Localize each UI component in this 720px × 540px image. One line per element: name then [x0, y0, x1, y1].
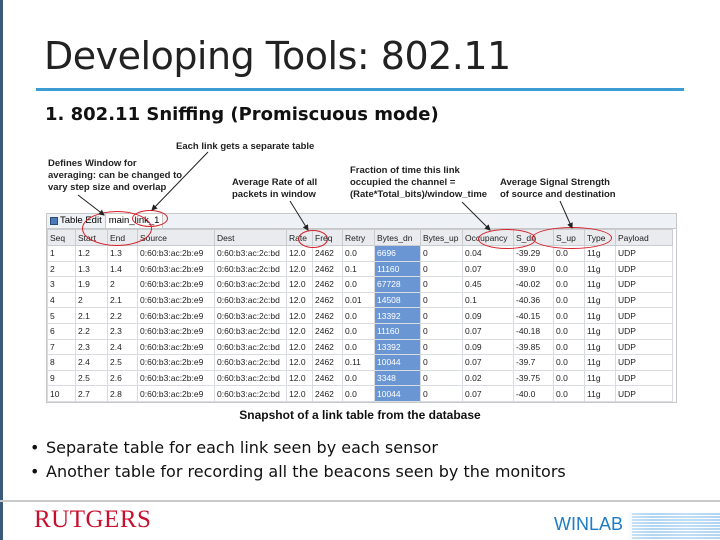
column-header[interactable]: Dest — [214, 229, 287, 246]
table-row[interactable]: 4 2 2.1 0:60:b3:ac:2b:e9 0:60:b3:ac:2c:bd 12.… — [47, 291, 673, 309]
table-cell[interactable]: 10044 — [374, 385, 421, 402]
title-underline — [36, 88, 684, 91]
winlab-stripes — [632, 512, 720, 540]
tab-table-edit[interactable]: Table Edit — [47, 214, 105, 228]
bullet-list: • Separate table for each link seen by e… — [30, 436, 566, 484]
table-row[interactable]: 3 1.9 2 0:60:b3:ac:2b:e9 0:60:b3:ac:2c:bd 12.… — [47, 276, 673, 293]
circle-start-end — [82, 211, 152, 246]
column-header[interactable]: Bytes_dn — [374, 229, 421, 246]
footer-divider — [0, 500, 720, 502]
column-header[interactable]: Seq — [47, 229, 76, 246]
arrow-to-occupancy — [461, 201, 491, 231]
annotation-window: Defines Window for averaging: can be cha… — [48, 158, 183, 193]
table-body: 1 1.2 1.3 0:60:b3:ac:2b:e9 0:60:b3:ac:2c:bd 1… — [47, 245, 673, 402]
annotation-rate: Average Rate of all packets in window — [232, 177, 318, 200]
annotation-signal: Average Signal Strength of source and de… — [500, 177, 616, 200]
table-row[interactable]: 2 1.3 1.4 0:60:b3:ac:2b:e9 0:60:b3:ac:2c:bd 1… — [47, 260, 673, 278]
column-header[interactable]: Retry — [342, 229, 375, 246]
table-row[interactable]: 7 2.3 2.4 0:60:b3:ac:2b:e9 0:60:b3:ac:2c:bd 1… — [47, 338, 673, 356]
bullet-item: • Separate table for each link seen by e… — [30, 436, 566, 460]
circle-rate — [298, 230, 328, 248]
table-row[interactable]: 112.82.90:60:b3:ac:2b:e90:60:b3:ac:2c:bd… — [47, 400, 673, 402]
circle-link-tab — [132, 210, 168, 227]
column-header[interactable]: Payload — [615, 229, 673, 246]
arrow-to-signal — [559, 200, 573, 229]
annotation-separate-table: Each link gets a separate table — [176, 141, 315, 152]
rutgers-logo: RUTGERS — [34, 506, 152, 533]
table-cell[interactable]: 13392 — [374, 338, 421, 356]
column-header[interactable]: Bytes_up — [420, 229, 463, 246]
table-cell[interactable]: UDP — [615, 400, 673, 402]
table-row[interactable]: 10 2.7 2.8 0:60:b3:ac:2b:e9 0:60:b3:ac:2c:bd… — [47, 385, 673, 402]
bullet-marker: • — [30, 438, 40, 457]
table-cell[interactable]: 67728 — [374, 276, 421, 293]
table-cell[interactable]: 10044 — [374, 354, 421, 371]
table-icon — [50, 217, 58, 225]
left-accent-bar — [0, 0, 3, 540]
annotation-occupancy: Fraction of time this link occupied the … — [350, 165, 488, 200]
bullet-marker: • — [30, 462, 40, 481]
table-cell[interactable]: 6696 — [374, 245, 421, 262]
arrow-to-start — [77, 194, 105, 216]
arrow-to-rate — [289, 200, 309, 231]
figure-caption: Snapshot of a link table from the databa… — [239, 408, 481, 422]
table-cell[interactable]: UDP — [615, 354, 673, 371]
table-cell[interactable]: 3348 — [374, 369, 421, 387]
bullet-item: • Another table for recording all the be… — [30, 460, 566, 484]
arrow-to-tab — [151, 151, 209, 211]
table-cell[interactable]: 14508 — [374, 291, 421, 309]
winlab-logo: WINLAB — [554, 514, 624, 534]
link-data-table: Seq Start End Source Dest Rate Freq Retry Bytes_… — [47, 229, 673, 402]
slide-title: Developing Tools: 802.11 — [44, 34, 511, 78]
section-heading: 1. 802.11 Sniffing (Promiscuous mode) — [45, 104, 439, 125]
table-row[interactable]: 6 2.2 2.3 0:60:b3:ac:2b:e9 0:60:b3:ac:2c:bd 1… — [47, 322, 673, 340]
